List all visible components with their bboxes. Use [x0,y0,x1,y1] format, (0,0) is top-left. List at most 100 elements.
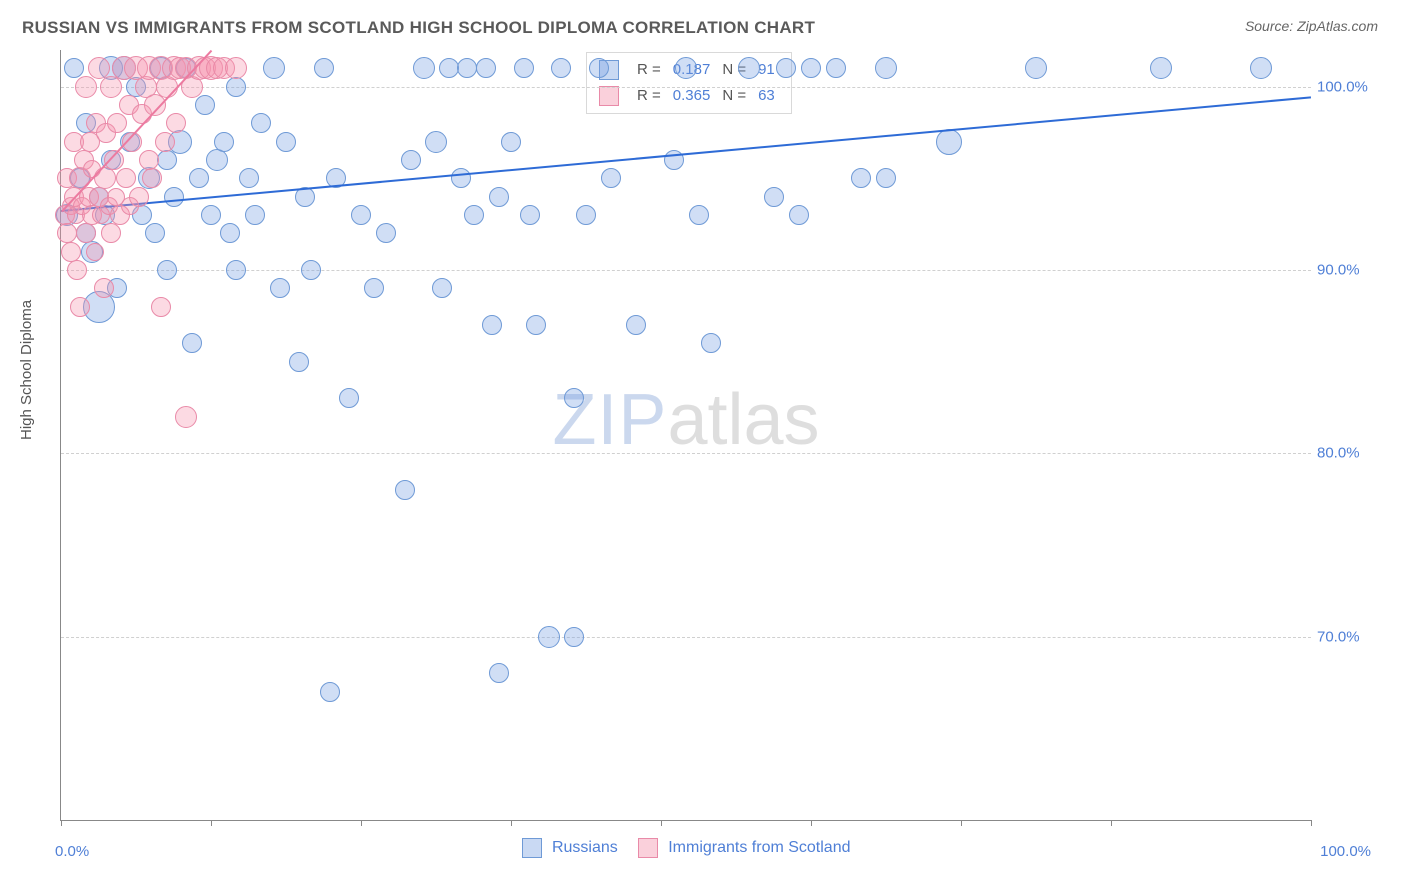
marker-blue [538,626,560,648]
marker-blue [564,627,584,647]
marker-blue [364,278,384,298]
marker-pink [94,278,114,298]
legend-item-pink: Immigrants from Scotland [638,839,851,856]
marker-blue [339,388,359,408]
marker-blue [432,278,452,298]
marker-blue [301,260,321,280]
marker-blue [789,205,809,225]
marker-blue [64,58,84,78]
marker-pink [70,297,90,317]
marker-pink [175,406,197,428]
watermark-atlas: atlas [667,380,819,460]
marker-blue [476,58,496,78]
gridline-h [61,453,1311,454]
marker-blue [701,333,721,353]
x-tick [1311,820,1312,826]
marker-blue [489,187,509,207]
marker-pink [86,243,104,261]
marker-blue [689,205,709,225]
marker-blue [157,260,177,280]
marker-blue [314,58,334,78]
marker-blue [220,223,240,243]
marker-blue [251,113,271,133]
marker-blue [801,58,821,78]
marker-blue [226,260,246,280]
marker-blue [851,168,871,188]
marker-blue [551,58,571,78]
marker-pink [142,168,162,188]
marker-blue [601,168,621,188]
swatch-pink [638,838,658,858]
x-tick [61,820,62,826]
watermark: ZIPatlas [552,379,819,461]
marker-blue [564,388,584,408]
marker-blue [501,132,521,152]
marker-blue [182,333,202,353]
x-axis-label-right: 100.0% [1320,843,1371,860]
y-tick-label: 80.0% [1317,445,1373,462]
marker-blue [245,205,265,225]
marker-blue [626,315,646,335]
y-tick-label: 100.0% [1317,78,1373,95]
marker-blue [401,150,421,170]
marker-blue [263,57,285,79]
header: RUSSIAN VS IMMIGRANTS FROM SCOTLAND HIGH… [0,0,1406,46]
source-credit: Source: ZipAtlas.com [1245,18,1378,34]
legend-item-blue: Russians [522,839,618,856]
marker-blue [589,58,609,78]
marker-pink [139,150,159,170]
marker-pink [166,113,186,133]
y-tick-label: 70.0% [1317,628,1373,645]
x-tick [211,820,212,826]
marker-blue [464,205,484,225]
x-tick [511,820,512,826]
gridline-h [61,87,1311,88]
marker-blue [289,352,309,372]
marker-blue [376,223,396,243]
marker-blue [489,663,509,683]
legend-label: Russians [552,839,618,856]
r-label: R = [631,57,667,83]
x-tick [1111,820,1112,826]
marker-pink [101,223,121,243]
marker-blue [520,205,540,225]
marker-pink [225,57,247,79]
x-axis-label-left: 0.0% [55,843,89,860]
marker-blue [439,58,459,78]
x-tick [811,820,812,826]
marker-blue [576,205,596,225]
marker-blue [395,480,415,500]
marker-pink [61,242,81,262]
marker-pink [129,187,149,207]
marker-blue [195,95,215,115]
marker-pink [76,223,96,243]
marker-blue [214,132,234,152]
y-axis-label: High School Diploma [18,300,35,440]
marker-blue [936,129,962,155]
marker-pink [155,132,175,152]
marker-blue [457,58,477,78]
marker-blue [1025,57,1047,79]
marker-blue [451,168,471,188]
legend-label: Immigrants from Scotland [668,839,850,856]
plot-wrap: ZIPatlas R =0.187N =91R =0.365N =63 Russ… [60,50,1380,830]
marker-blue [1150,57,1172,79]
marker-pink [107,113,127,133]
x-tick [661,820,662,826]
swatch-blue [522,838,542,858]
marker-blue [239,168,259,188]
marker-blue [320,682,340,702]
marker-blue [738,57,760,79]
marker-blue [826,58,846,78]
marker-blue [526,315,546,335]
marker-blue [425,131,447,153]
swatch-pink [599,86,619,106]
marker-blue [764,187,784,207]
marker-blue [776,58,796,78]
marker-blue [164,187,184,207]
gridline-h [61,270,1311,271]
marker-pink [67,260,87,280]
marker-blue [201,205,221,225]
marker-blue [875,57,897,79]
marker-pink [151,297,171,317]
